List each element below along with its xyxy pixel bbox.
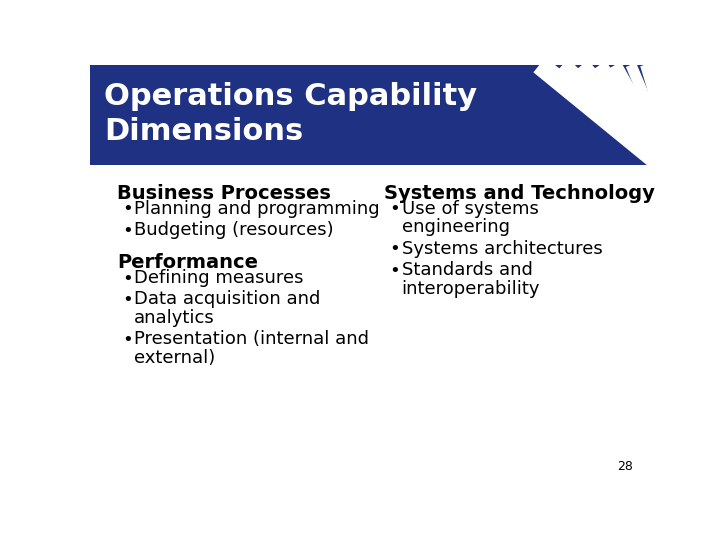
Text: Presentation (internal and: Presentation (internal and [134,330,369,348]
Text: Performance: Performance [117,253,258,273]
Text: •: • [389,262,400,280]
Text: Use of systems: Use of systems [402,200,539,218]
Text: •: • [122,200,132,218]
Text: Systems architectures: Systems architectures [402,240,603,258]
Text: Defining measures: Defining measures [134,269,304,287]
Text: interoperability: interoperability [402,280,540,298]
Text: analytics: analytics [134,309,215,327]
Text: engineering: engineering [402,218,510,236]
Text: Systems and Technology: Systems and Technology [384,184,655,203]
Text: external): external) [134,349,215,367]
Text: Data acquisition and: Data acquisition and [134,291,320,308]
Text: •: • [389,240,400,258]
Text: •: • [122,269,132,288]
Text: Dimensions: Dimensions [104,117,303,146]
Text: •: • [122,222,132,240]
Text: Operations Capability: Operations Capability [104,82,477,111]
Text: Budgeting (resources): Budgeting (resources) [134,221,334,239]
Text: Business Processes: Business Processes [117,184,331,203]
Text: •: • [122,331,132,349]
Text: Standards and: Standards and [402,261,532,279]
Text: •: • [122,291,132,309]
Text: 28: 28 [616,460,632,473]
Bar [90,65,648,165]
Text: •: • [389,200,400,218]
Text: Planning and programming: Planning and programming [134,200,380,218]
